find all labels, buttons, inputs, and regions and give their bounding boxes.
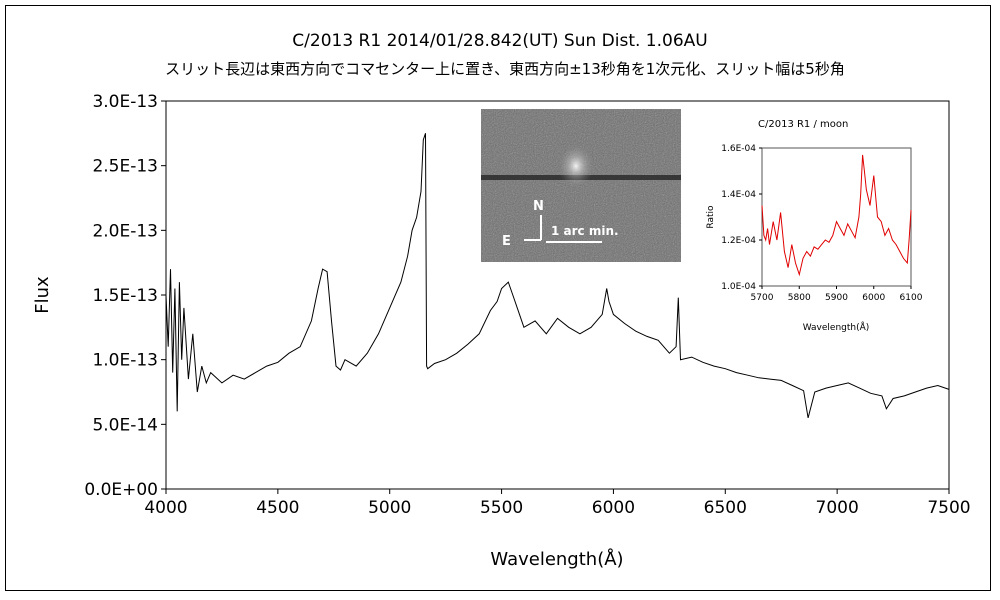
figure-title: C/2013 R1 2014/01/28.842(UT) Sun Dist. 1… bbox=[292, 31, 707, 51]
main-x-tick-label: 5000 bbox=[368, 498, 411, 518]
inset-x-tick-label: 6000 bbox=[862, 293, 885, 303]
main-x-tick-label: 6000 bbox=[592, 498, 635, 518]
comet-image-inset: N E 1 arc min. bbox=[481, 109, 681, 262]
inset-x-tick-label: 6100 bbox=[900, 293, 923, 303]
inset-y-tick-label: 1.0E-04 bbox=[721, 282, 756, 292]
inset-y-axis-label: Ratio bbox=[706, 205, 716, 229]
north-label: N bbox=[533, 199, 544, 214]
main-x-tick-label: 5500 bbox=[480, 498, 523, 518]
main-y-tick-label: 2.5E-13 bbox=[92, 157, 158, 177]
inset-ratio-line bbox=[761, 154, 912, 277]
main-x-axis-label: Wavelength(Å) bbox=[490, 548, 623, 570]
east-label: E bbox=[502, 234, 511, 249]
scale-label: 1 arc min. bbox=[551, 224, 619, 238]
figure-subtitle: スリット長辺は東西方向でコマセンター上に置き、東西方向±13秒角を1次元化、スリ… bbox=[165, 60, 845, 78]
inset-x-tick-label: 5900 bbox=[825, 293, 848, 303]
inset-plot-area bbox=[761, 147, 912, 287]
inset-y-tick-label: 1.6E-04 bbox=[721, 144, 756, 154]
main-spectrum-chart: 0.0E+00 5.0E-14 1.0E-13 1.5E-13 2.0E-13 2.5E-… bbox=[32, 92, 971, 570]
main-y-tick-label: 0.0E+00 bbox=[84, 480, 158, 500]
inset-x-tick-label: 5700 bbox=[751, 293, 774, 303]
ratio-inset-chart: C/2013 R1 / moon 1.0E-04 1.2E-04 1.4E-04 1.… bbox=[706, 119, 923, 333]
main-x-tick-label: 7000 bbox=[816, 498, 859, 518]
inset-title: C/2013 R1 / moon bbox=[758, 119, 848, 130]
main-y-tick-label: 2.0E-13 bbox=[92, 221, 158, 241]
main-y-tick-label: 1.0E-13 bbox=[92, 351, 158, 371]
main-y-tick-label: 1.5E-13 bbox=[92, 286, 158, 306]
main-x-tick-label: 6500 bbox=[704, 498, 747, 518]
inset-x-axis-label: Wavelength(Å) bbox=[803, 321, 870, 333]
main-spectrum-line bbox=[165, 133, 950, 419]
main-y-tick-label: 5.0E-14 bbox=[92, 415, 158, 435]
main-x-tick-label: 7500 bbox=[927, 498, 970, 518]
main-x-tick-label: 4500 bbox=[256, 498, 299, 518]
main-y-axis-label: Flux bbox=[32, 276, 53, 314]
inset-x-tick-label: 5800 bbox=[788, 293, 811, 303]
inset-y-tick-label: 1.4E-04 bbox=[721, 190, 756, 200]
comet-coma bbox=[558, 144, 594, 188]
main-x-tick-label: 4000 bbox=[144, 498, 187, 518]
main-y-tick-label: 3.0E-13 bbox=[92, 92, 158, 112]
inset-y-tick-label: 1.2E-04 bbox=[721, 236, 756, 246]
